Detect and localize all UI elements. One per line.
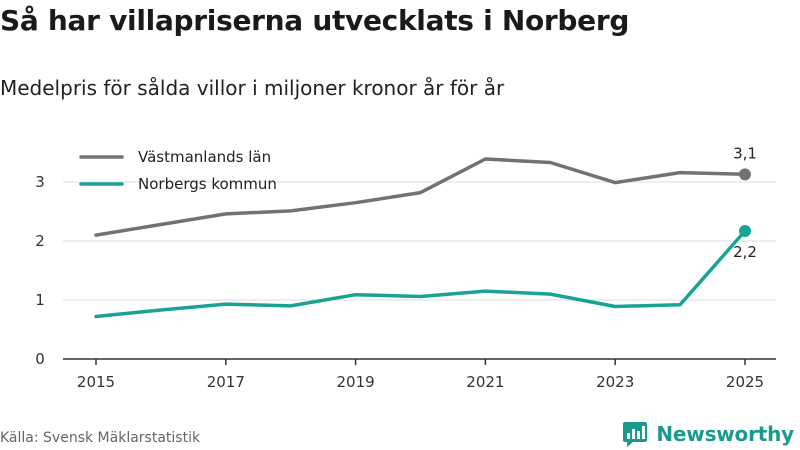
series-end-marker [739, 224, 751, 237]
y-tick-label: 0 [35, 350, 45, 368]
x-tick-label: 2015 [77, 373, 115, 391]
legend-label: Västmanlands län [138, 148, 271, 166]
brand-name: Newsworthy [656, 422, 794, 446]
x-tick-label: 2019 [337, 373, 375, 391]
series-end-marker [739, 168, 751, 181]
y-tick-label: 1 [35, 291, 45, 309]
x-tick-label: 2017 [207, 373, 245, 391]
newsworthy-logo-icon [623, 422, 648, 447]
y-tick-label: 2 [35, 232, 45, 250]
end-value-label: 3,1 [733, 144, 757, 162]
series-line-norberg [94, 229, 747, 319]
legend-label: Norbergs kommun [138, 175, 277, 193]
source-note: Källa: Svensk Mäklarstatistik [0, 430, 201, 446]
brand-logo: Newsworthy [622, 420, 794, 448]
x-tick-label: 2025 [726, 373, 764, 391]
chart-subtitle: Medelpris för sålda villor i miljoner kr… [0, 76, 505, 100]
x-tick-label: 2021 [466, 373, 504, 391]
chart-title: Så har villapriserna utvecklats i Norber… [0, 4, 630, 37]
x-tick-label: 2023 [596, 373, 634, 391]
series-line-vastmanland [94, 157, 747, 237]
end-value-label: 2,2 [733, 243, 757, 261]
y-tick-label: 3 [35, 173, 45, 191]
